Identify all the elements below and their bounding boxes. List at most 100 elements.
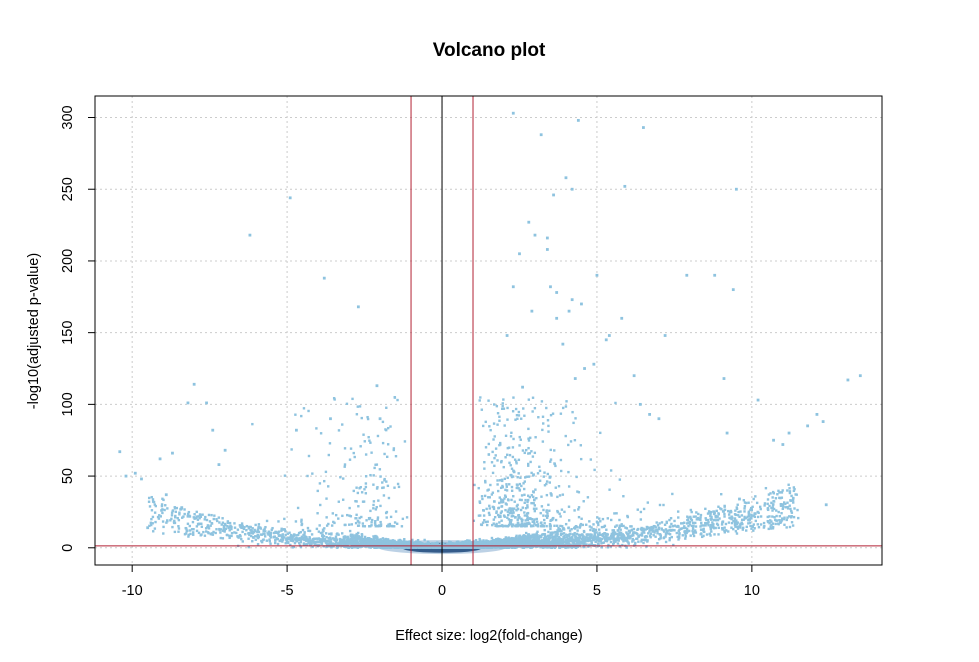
point xyxy=(756,523,759,526)
point xyxy=(207,527,211,530)
point xyxy=(531,541,534,544)
point xyxy=(780,519,784,522)
point xyxy=(617,539,620,542)
point xyxy=(351,536,355,540)
point xyxy=(689,534,692,537)
point xyxy=(532,539,536,542)
point xyxy=(724,529,727,532)
point xyxy=(240,522,244,525)
point xyxy=(373,545,377,549)
point xyxy=(697,518,700,521)
point xyxy=(332,545,335,548)
point xyxy=(171,525,174,529)
point xyxy=(645,525,649,529)
point xyxy=(475,546,479,549)
point xyxy=(785,518,788,522)
point xyxy=(706,518,710,522)
point xyxy=(319,538,322,541)
point xyxy=(616,535,620,539)
point xyxy=(414,543,418,546)
point xyxy=(188,524,192,528)
point xyxy=(285,538,288,541)
point xyxy=(215,528,218,531)
point xyxy=(397,545,401,549)
point xyxy=(215,519,219,523)
point xyxy=(599,520,602,523)
point xyxy=(640,532,644,535)
point xyxy=(189,532,192,536)
point xyxy=(717,526,720,530)
point xyxy=(387,540,390,544)
point xyxy=(604,538,607,542)
point xyxy=(768,504,771,508)
point xyxy=(460,543,464,546)
point xyxy=(610,534,613,538)
point xyxy=(756,515,760,519)
point xyxy=(376,536,379,539)
point xyxy=(177,518,181,522)
point xyxy=(576,542,579,545)
point xyxy=(650,525,653,529)
point xyxy=(287,541,290,544)
point xyxy=(574,546,578,549)
point xyxy=(370,543,374,546)
point xyxy=(173,519,176,523)
point xyxy=(199,534,202,537)
point xyxy=(468,541,472,544)
point xyxy=(662,503,665,507)
point xyxy=(217,516,221,519)
point xyxy=(221,537,225,540)
point xyxy=(478,537,481,541)
point xyxy=(627,535,630,538)
point xyxy=(681,522,685,525)
point xyxy=(734,525,737,528)
point xyxy=(668,538,671,542)
point xyxy=(174,510,178,514)
point xyxy=(687,516,690,519)
point xyxy=(558,529,562,533)
point xyxy=(568,538,571,541)
point xyxy=(707,524,710,527)
point xyxy=(617,533,620,537)
point xyxy=(687,524,690,528)
point xyxy=(349,534,352,538)
point xyxy=(744,501,748,505)
point xyxy=(490,536,494,540)
point xyxy=(771,506,774,510)
point xyxy=(572,545,575,549)
point xyxy=(527,541,531,544)
point xyxy=(568,529,572,532)
point xyxy=(269,533,272,537)
point xyxy=(314,540,317,544)
point xyxy=(771,503,775,507)
point xyxy=(367,539,370,543)
point xyxy=(793,488,796,491)
point xyxy=(590,540,593,543)
point xyxy=(345,538,349,542)
point xyxy=(751,505,754,509)
point xyxy=(571,544,574,547)
point xyxy=(163,508,166,512)
point xyxy=(291,546,294,549)
point xyxy=(415,540,418,543)
point xyxy=(735,506,738,509)
point xyxy=(358,543,361,546)
point xyxy=(283,528,287,531)
point xyxy=(310,533,314,536)
point xyxy=(709,523,713,527)
point xyxy=(295,540,298,543)
point xyxy=(750,527,753,530)
point xyxy=(577,543,580,546)
point xyxy=(788,487,791,490)
point xyxy=(259,527,263,530)
point xyxy=(170,517,173,521)
point xyxy=(566,543,570,547)
point xyxy=(618,532,621,535)
point xyxy=(301,528,305,532)
point xyxy=(382,544,386,547)
point xyxy=(549,527,552,531)
point xyxy=(278,539,281,543)
point xyxy=(480,544,483,547)
point xyxy=(250,531,253,535)
